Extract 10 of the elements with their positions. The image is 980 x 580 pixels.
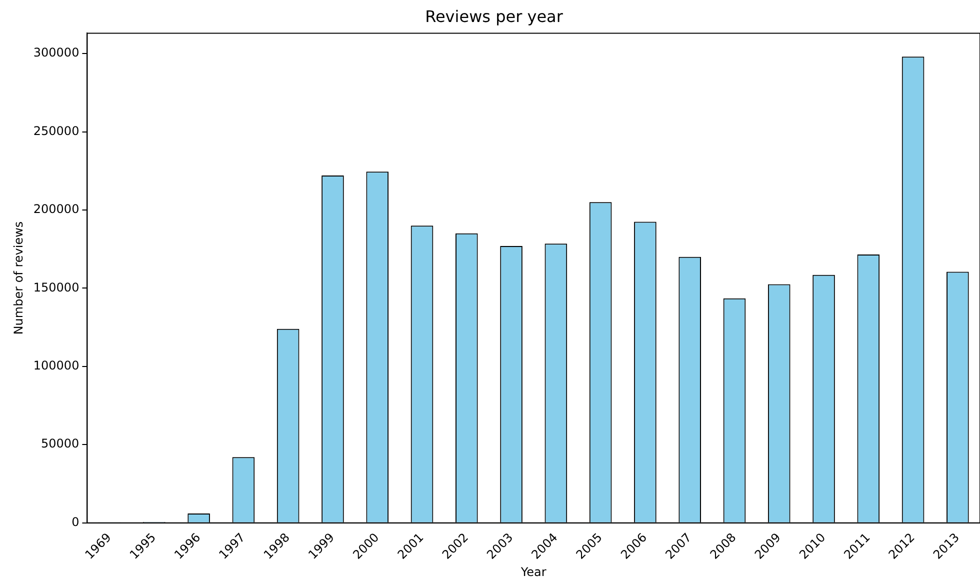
y-tick-label: 250000: [33, 124, 80, 138]
y-axis-title: Number of reviews: [11, 221, 26, 335]
y-tick-label: 100000: [33, 358, 80, 373]
y-tick-label: 0: [72, 514, 80, 529]
x-axis-title: Year: [520, 564, 546, 579]
y-tick-label: 150000: [33, 280, 80, 294]
y-tick-label: 300000: [33, 46, 80, 60]
y-tick-label: 50000: [41, 436, 80, 451]
chart-title: Reviews per year: [425, 6, 564, 26]
y-tick-label: 200000: [33, 202, 80, 216]
